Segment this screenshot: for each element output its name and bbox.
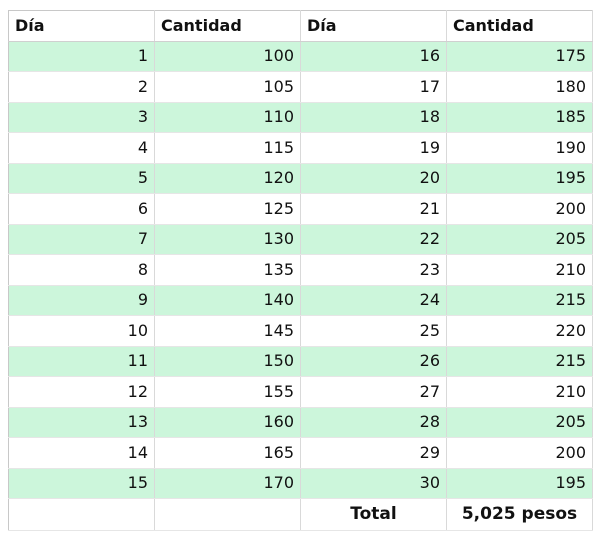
cell-dia[interactable]: 13 [8, 407, 155, 438]
table-body: 1 100 16 175 2 105 17 180 3 110 18 185 4… [8, 41, 593, 531]
cell-dia[interactable]: 7 [8, 224, 155, 255]
table-row: 5 120 20 195 [8, 163, 593, 194]
cell-dia[interactable]: 16 [300, 41, 447, 72]
cell-cantidad[interactable]: 175 [446, 41, 593, 72]
table-row: 8 135 23 210 [8, 254, 593, 286]
cell-cantidad[interactable]: 220 [446, 315, 593, 347]
cell-cantidad[interactable]: 195 [446, 163, 593, 194]
cell-dia[interactable]: 18 [300, 102, 447, 133]
cell-cantidad[interactable]: 110 [154, 102, 301, 133]
cell-dia[interactable]: 17 [300, 71, 447, 103]
cell-cantidad[interactable]: 200 [446, 437, 593, 469]
cell-cantidad[interactable]: 150 [154, 346, 301, 377]
cell-cantidad[interactable]: 200 [446, 193, 593, 225]
cell-dia[interactable]: 26 [300, 346, 447, 377]
table-row: 2 105 17 180 [8, 71, 593, 103]
cell-cantidad[interactable]: 215 [446, 346, 593, 377]
table-row: 1 100 16 175 [8, 41, 593, 72]
cell-cantidad[interactable]: 205 [446, 224, 593, 255]
cell-cantidad[interactable]: 210 [446, 254, 593, 286]
cell-cantidad[interactable]: 185 [446, 102, 593, 133]
header-cantidad-right[interactable]: Cantidad [446, 10, 593, 42]
cell-cantidad[interactable]: 215 [446, 285, 593, 316]
cell-dia[interactable]: 9 [8, 285, 155, 316]
cell-dia[interactable]: 8 [8, 254, 155, 286]
cell-dia[interactable]: 5 [8, 163, 155, 194]
header-cantidad-left[interactable]: Cantidad [154, 10, 301, 42]
cell-cantidad[interactable]: 190 [446, 132, 593, 164]
cell-cantidad[interactable]: 210 [446, 376, 593, 408]
table-row: 3 110 18 185 [8, 102, 593, 133]
table-row: 9 140 24 215 [8, 285, 593, 316]
cell-dia[interactable]: 6 [8, 193, 155, 225]
table-row: 15 170 30 195 [8, 468, 593, 499]
table-row: 12 155 27 210 [8, 376, 593, 408]
cell-dia[interactable]: 11 [8, 346, 155, 377]
cell-dia[interactable]: 19 [300, 132, 447, 164]
cell-dia[interactable]: 30 [300, 468, 447, 499]
header-row: Día Cantidad Día Cantidad [8, 10, 593, 42]
cell-dia[interactable]: 24 [300, 285, 447, 316]
cell-cantidad[interactable]: 130 [154, 224, 301, 255]
table-row: 14 165 29 200 [8, 437, 593, 469]
cell-cantidad[interactable]: 170 [154, 468, 301, 499]
cell-cantidad[interactable]: 140 [154, 285, 301, 316]
cell-cantidad[interactable]: 145 [154, 315, 301, 347]
total-label[interactable]: Total [300, 498, 447, 531]
cell-dia[interactable]: 27 [300, 376, 447, 408]
cell-dia[interactable]: 3 [8, 102, 155, 133]
header-dia-left[interactable]: Día [8, 10, 155, 42]
cell-cantidad[interactable]: 160 [154, 407, 301, 438]
header-dia-right[interactable]: Día [300, 10, 447, 42]
cell-cantidad[interactable]: 180 [446, 71, 593, 103]
cell-cantidad[interactable]: 100 [154, 41, 301, 72]
cell-dia[interactable]: 10 [8, 315, 155, 347]
cell-cantidad[interactable]: 165 [154, 437, 301, 469]
cell-cantidad[interactable]: 135 [154, 254, 301, 286]
cell-dia[interactable]: 1 [8, 41, 155, 72]
cell-cantidad[interactable]: 105 [154, 71, 301, 103]
cell-cantidad[interactable]: 120 [154, 163, 301, 194]
cell-cantidad[interactable]: 155 [154, 376, 301, 408]
cell-dia[interactable]: 4 [8, 132, 155, 164]
table-row: 11 150 26 215 [8, 346, 593, 377]
cell-dia[interactable]: 23 [300, 254, 447, 286]
cell-dia[interactable]: 12 [8, 376, 155, 408]
cell-cantidad[interactable]: 115 [154, 132, 301, 164]
empty-cell[interactable] [154, 498, 301, 531]
table-row: 4 115 19 190 [8, 132, 593, 164]
cell-dia[interactable]: 21 [300, 193, 447, 225]
table-row: 6 125 21 200 [8, 193, 593, 225]
total-value[interactable]: 5,025 pesos [446, 498, 593, 531]
table-row: 13 160 28 205 [8, 407, 593, 438]
table-row: 10 145 25 220 [8, 315, 593, 347]
cell-dia[interactable]: 28 [300, 407, 447, 438]
cell-dia[interactable]: 15 [8, 468, 155, 499]
cell-dia[interactable]: 29 [300, 437, 447, 469]
cell-cantidad[interactable]: 125 [154, 193, 301, 225]
total-row: Total 5,025 pesos [8, 498, 593, 531]
empty-cell[interactable] [8, 498, 155, 531]
cell-dia[interactable]: 2 [8, 71, 155, 103]
data-table: Día Cantidad Día Cantidad 1 100 16 175 2… [8, 10, 593, 531]
cell-dia[interactable]: 14 [8, 437, 155, 469]
cell-cantidad[interactable]: 195 [446, 468, 593, 499]
table-row: 7 130 22 205 [8, 224, 593, 255]
cell-dia[interactable]: 20 [300, 163, 447, 194]
cell-dia[interactable]: 22 [300, 224, 447, 255]
cell-dia[interactable]: 25 [300, 315, 447, 347]
cell-cantidad[interactable]: 205 [446, 407, 593, 438]
